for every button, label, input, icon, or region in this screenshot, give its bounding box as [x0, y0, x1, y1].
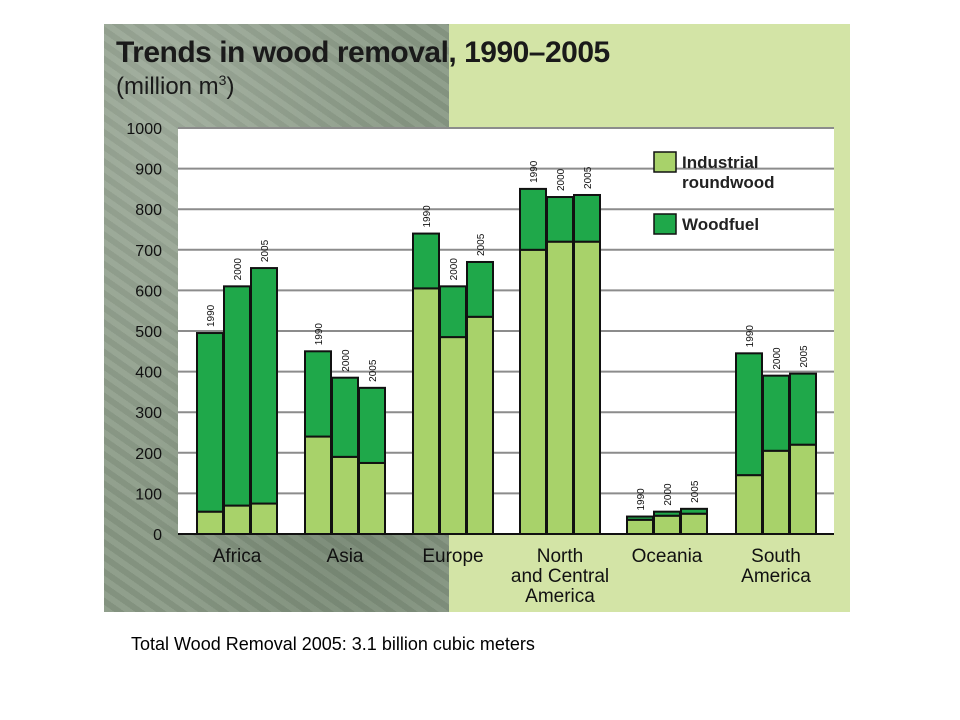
y-tick-label: 500 [135, 324, 162, 341]
bar-woodfuel [304, 350, 332, 438]
y-tick-label: 400 [135, 365, 162, 382]
y-tick-label: 600 [135, 283, 162, 300]
bar-year-label: 1990 [745, 325, 756, 348]
bar-woodfuel [762, 374, 790, 452]
y-tick-label: 800 [135, 202, 162, 219]
y-tick-label: 1000 [126, 121, 162, 138]
bar-year-label: 2000 [663, 483, 674, 506]
bar-woodfuel [466, 260, 494, 318]
legend-label: roundwood [682, 173, 775, 192]
unit-suffix: ) [226, 73, 235, 100]
bar-year-label: 2005 [583, 166, 594, 189]
bar-woodfuel [439, 285, 467, 339]
bar-industrial-roundwood [789, 443, 817, 535]
bar-industrial-roundwood [466, 315, 494, 536]
bar-industrial-roundwood [412, 287, 440, 535]
bar-industrial-roundwood [250, 502, 278, 535]
bar-woodfuel [519, 187, 547, 251]
bar-woodfuel [573, 193, 601, 243]
group-label: America [741, 566, 811, 587]
bar-year-label: 2000 [233, 258, 244, 281]
bar-industrial-roundwood [680, 512, 708, 536]
group-label: and Central [511, 566, 609, 587]
bar-industrial-roundwood [304, 435, 332, 535]
bar-industrial-roundwood [762, 449, 790, 535]
bar-woodfuel [250, 267, 278, 505]
bar-year-label: 2000 [341, 349, 352, 372]
group-label: Asia [327, 546, 364, 567]
bar-industrial-roundwood [626, 518, 654, 536]
group-label: Europe [422, 546, 483, 567]
legend-swatch [653, 151, 677, 173]
bar-year-label: 2000 [449, 258, 460, 281]
unit-superscript: 3 [218, 72, 227, 88]
legend-label: Industrial [682, 153, 759, 172]
bar-industrial-roundwood [196, 510, 224, 536]
bar-year-label: 2000 [556, 168, 567, 191]
bar-year-label: 2005 [260, 239, 271, 262]
bar-year-label: 2005 [476, 233, 487, 256]
bar-woodfuel [626, 515, 654, 521]
group-label: South [751, 546, 801, 567]
bar-year-label: 1990 [314, 323, 325, 346]
bar-woodfuel [546, 196, 574, 243]
y-tick-label: 200 [135, 446, 162, 463]
unit-prefix: (million m [116, 73, 219, 100]
bar-industrial-roundwood [546, 240, 574, 535]
bar-woodfuel [412, 232, 440, 290]
bar-industrial-roundwood [573, 240, 601, 535]
chart-panel: Trends in wood removal, 1990–2005 (milli… [104, 24, 850, 612]
bar-industrial-roundwood [439, 336, 467, 535]
group-label: North [537, 546, 583, 567]
bar-industrial-roundwood [735, 474, 763, 536]
bar-woodfuel [735, 352, 763, 477]
bar-woodfuel [331, 376, 359, 458]
group-label: America [525, 586, 595, 607]
chart-unit: (million m3) [116, 72, 234, 101]
bar-year-label: 1990 [636, 488, 647, 511]
chart-title: Trends in wood removal, 1990–2005 [116, 36, 610, 69]
bar-woodfuel [358, 386, 386, 464]
bar-year-label: 2000 [772, 347, 783, 370]
bar-year-label: 1990 [422, 205, 433, 228]
bar-year-label: 2005 [799, 345, 810, 368]
bar-year-label: 1990 [529, 160, 540, 183]
legend-label: Woodfuel [682, 215, 759, 234]
bar-year-label: 2005 [690, 480, 701, 503]
bar-industrial-roundwood [519, 248, 547, 536]
y-tick-label: 0 [153, 527, 162, 544]
caption: Total Wood Removal 2005: 3.1 billion cub… [131, 634, 535, 654]
bar-woodfuel [653, 510, 681, 517]
bar-year-label: 2005 [368, 359, 379, 382]
bar-woodfuel [196, 332, 224, 513]
legend-swatch [653, 213, 677, 235]
bar-industrial-roundwood [331, 455, 359, 535]
bar-woodfuel [680, 507, 708, 515]
y-tick-label: 300 [135, 405, 162, 422]
y-tick-label: 100 [135, 486, 162, 503]
bar-industrial-roundwood [653, 514, 681, 536]
y-tick-label: 700 [135, 243, 162, 260]
bar-industrial-roundwood [223, 504, 251, 535]
bar-industrial-roundwood [358, 461, 386, 536]
chart-svg: 0 100 200 300 400 500 600 700 800 900 1000 1990 2000… [126, 121, 834, 607]
bar-woodfuel [789, 372, 817, 446]
group-label: Africa [213, 546, 262, 567]
group-label: Oceania [632, 546, 703, 567]
y-tick-label: 900 [135, 162, 162, 179]
bar-year-label: 1990 [206, 304, 217, 327]
bar-woodfuel [223, 285, 251, 507]
